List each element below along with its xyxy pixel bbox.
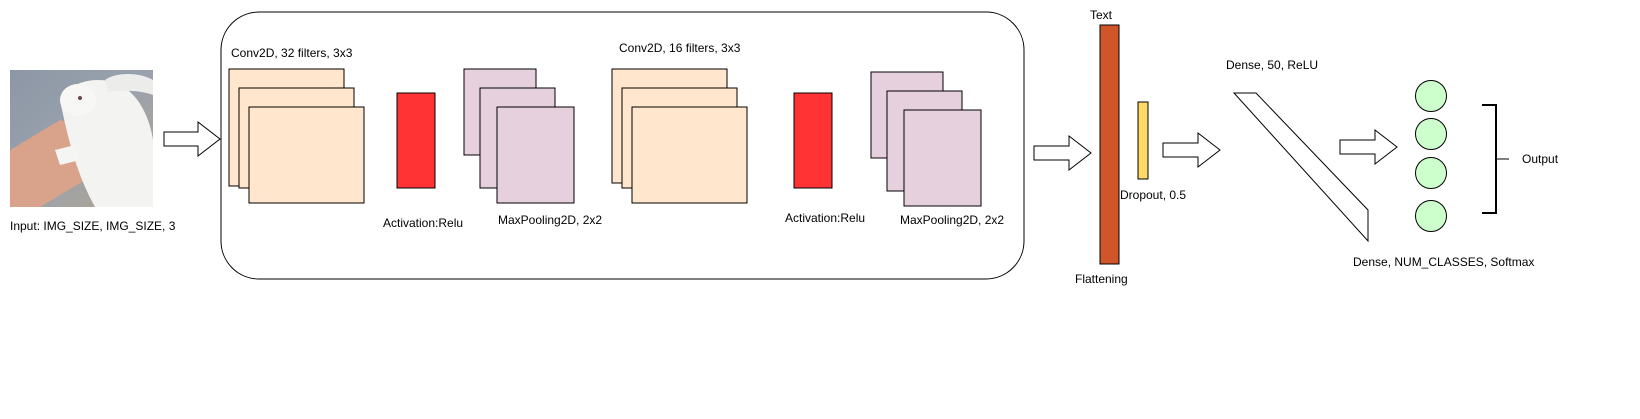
pool2-stack	[870, 71, 982, 207]
text-label: Text	[1090, 8, 1113, 22]
output-node-3	[1415, 157, 1447, 189]
output-node-4	[1415, 200, 1447, 232]
pool1-stack	[463, 68, 575, 204]
output-label: Output	[1522, 152, 1559, 166]
activation2-label: Activation:Relu	[785, 211, 865, 225]
dense1-layer	[1232, 92, 1369, 243]
output-node-2	[1415, 118, 1447, 150]
output-bracket	[1482, 104, 1497, 214]
arrow-dense-to-output	[1339, 128, 1398, 166]
activation1-label: Activation:Relu	[383, 216, 463, 230]
arrow-conv-to-flatten	[1033, 134, 1092, 172]
dropout-label: Dropout, 0.5	[1120, 188, 1186, 202]
dropout-layer	[1137, 101, 1149, 180]
flatten-layer	[1099, 24, 1120, 265]
output-nodes	[1415, 80, 1447, 232]
activation2-block	[793, 92, 833, 189]
input-image	[10, 70, 153, 207]
input-label: Input: IMG_SIZE, IMG_SIZE, 3	[10, 219, 176, 233]
arrow-input-to-conv	[163, 120, 221, 158]
pool2-label: MaxPooling2D, 2x2	[900, 213, 1004, 227]
dense1-label: Dense, 50, ReLU	[1226, 58, 1318, 72]
activation1-block	[396, 92, 436, 189]
conv2-label: Conv2D, 16 filters, 3x3	[619, 41, 741, 55]
arrow-dropout-to-dense	[1162, 131, 1221, 169]
conv2-filter-stack	[611, 68, 748, 204]
conv1-label: Conv2D, 32 filters, 3x3	[231, 46, 353, 60]
output-node-1	[1415, 80, 1447, 112]
flatten-label: Flattening	[1075, 272, 1128, 286]
pool1-label: MaxPooling2D, 2x2	[498, 213, 602, 227]
dense2-label: Dense, NUM_CLASSES, Softmax	[1353, 255, 1534, 269]
conv1-filter-stack	[228, 68, 365, 204]
